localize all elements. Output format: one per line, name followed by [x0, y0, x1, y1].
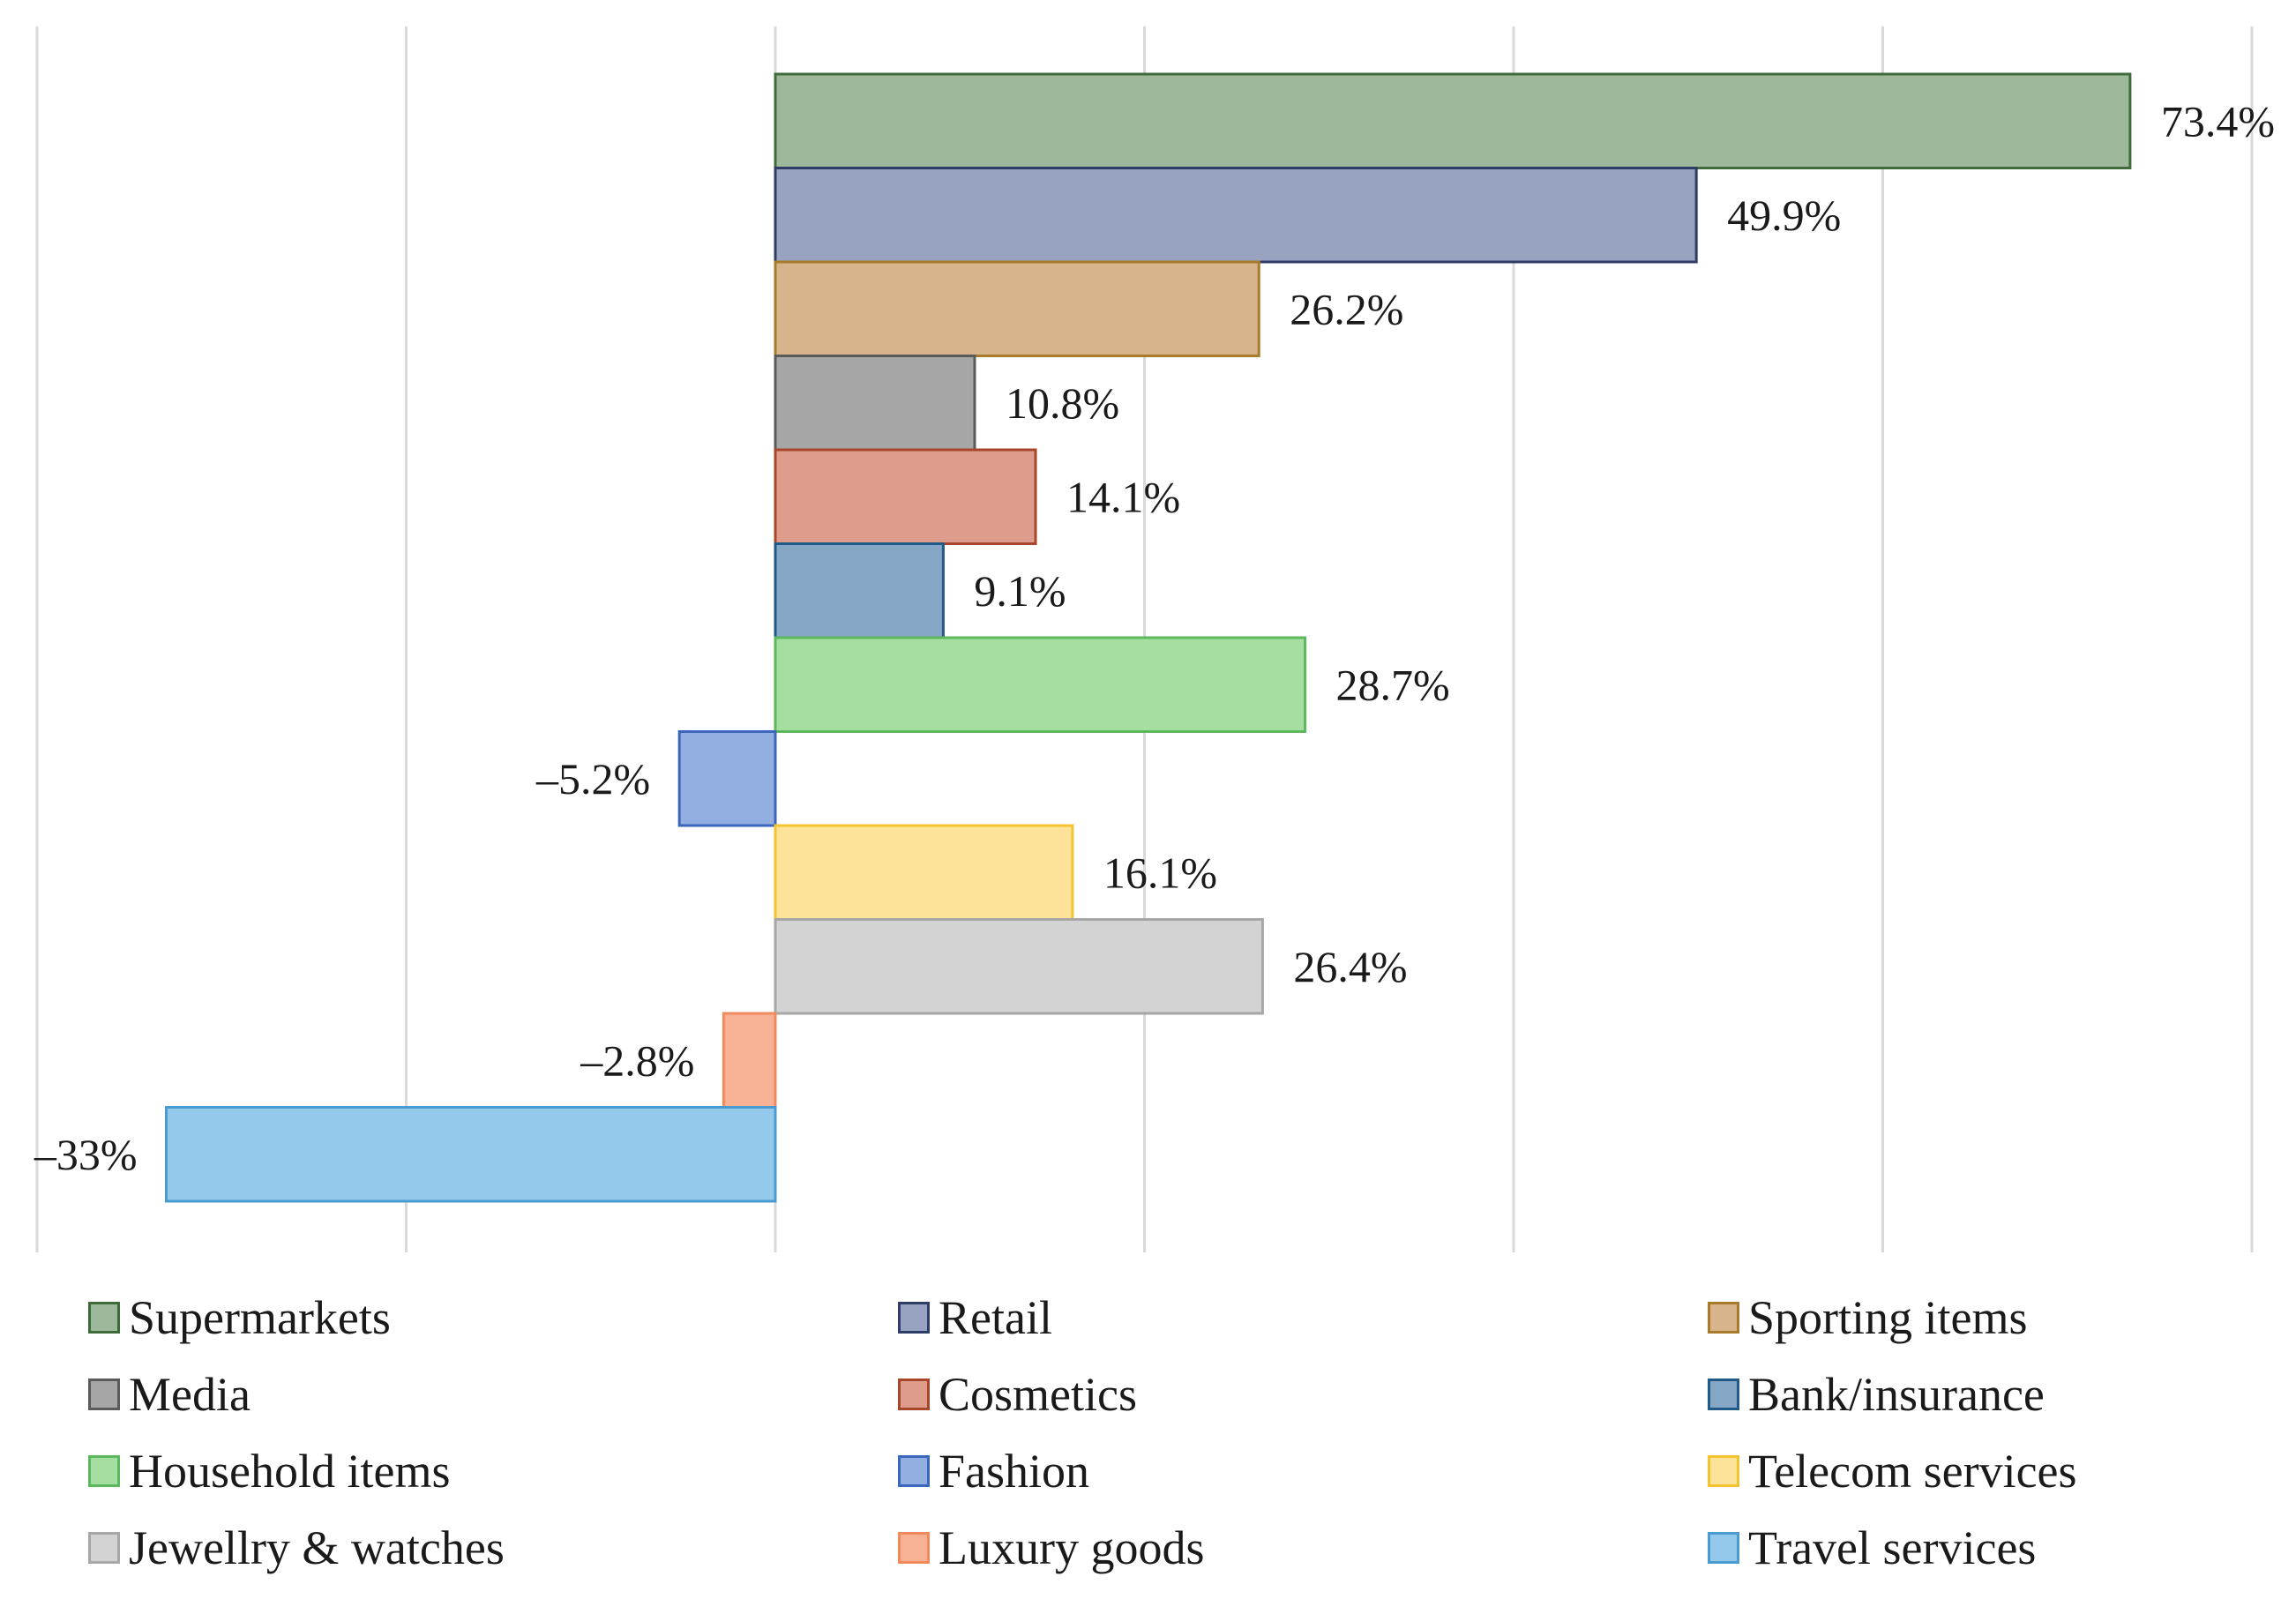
legend-label: Fashion: [939, 1444, 1090, 1498]
legend-item-jewellry-watches: Jewellry & watches: [88, 1509, 898, 1586]
legend-label: Jewellry & watches: [129, 1521, 505, 1574]
legend-item-retail: Retail: [898, 1279, 1708, 1356]
legend-swatch: [898, 1378, 930, 1410]
legend-item-fashion: Fashion: [898, 1432, 1708, 1509]
legend-label: Supermarkets: [129, 1290, 391, 1344]
data-label-fashion: –5.2%: [535, 754, 650, 803]
legend-item-luxury-goods: Luxury goods: [898, 1509, 1708, 1586]
legend-item-supermarkets: Supermarkets: [88, 1279, 898, 1356]
plot-area: 73.4% 49.9% 26.2% 10.8% 14.1%9.1% 28.7% –5.2% 1…: [34, 26, 2275, 1252]
data-label-media: 10.8%: [1006, 378, 1119, 428]
legend-item-travel-services: Travel services: [1708, 1509, 2276, 1586]
bar-media: [774, 355, 976, 452]
bar-cosmetics: [774, 448, 1037, 545]
legend-label: Travel services: [1748, 1521, 2037, 1574]
data-labels: 73.4% 49.9% 26.2% 10.8% 14.1%9.1% 28.7% –5.2% 1…: [34, 96, 2275, 1179]
bar-supermarkets: [774, 72, 2132, 169]
legend-label: Luxury goods: [939, 1521, 1205, 1574]
bar-retail: [774, 167, 1698, 264]
legend-item-sporting-items: Sporting items: [1708, 1279, 2276, 1356]
legend-label: Media: [129, 1367, 251, 1421]
legend-swatch: [1708, 1531, 1739, 1564]
bar-telecom-services: [774, 824, 1074, 921]
bar-luxury-goods: [722, 1012, 777, 1109]
bar-travel-services: [164, 1106, 777, 1203]
legend-swatch: [898, 1301, 930, 1334]
data-label-telecom-services: 16.1%: [1103, 848, 1217, 897]
legend-swatch: [88, 1301, 120, 1334]
data-label-household-items: 28.7%: [1336, 660, 1450, 709]
bar-bank-insurance: [774, 542, 945, 639]
bar-fashion: [677, 730, 777, 827]
data-label-retail: 49.9%: [1727, 191, 1841, 240]
bar-jewellry-watches: [774, 918, 1264, 1015]
bars: [164, 72, 2132, 1203]
legend: Supermarkets Retail Sporting items Media Cos…: [88, 1279, 2276, 1588]
legend-item-household-items: Household items: [88, 1432, 898, 1509]
legend-item-cosmetics: Cosmetics: [898, 1356, 1708, 1432]
legend-label: Bank/insurance: [1748, 1367, 2045, 1421]
data-label-cosmetics: 14.1%: [1066, 472, 1180, 521]
bar-sporting-items: [774, 260, 1260, 357]
legend-label: Retail: [939, 1290, 1052, 1344]
data-label-luxury-goods: –2.8%: [580, 1035, 694, 1085]
legend-label: Cosmetics: [939, 1367, 1137, 1421]
data-label-jewellry-watches: 26.4%: [1293, 942, 1407, 991]
legend-item-media: Media: [88, 1356, 898, 1432]
data-label-sporting-items: 26.2%: [1290, 284, 1403, 333]
legend-swatch: [88, 1454, 120, 1487]
legend-label: Telecom services: [1748, 1444, 2077, 1498]
legend-item-telecom-services: Telecom services: [1708, 1432, 2276, 1509]
legend-label: Sporting items: [1748, 1290, 2028, 1344]
legend-swatch: [1708, 1301, 1739, 1334]
legend-swatch: [1708, 1378, 1739, 1410]
legend-swatch: [898, 1531, 930, 1564]
legend-swatch: [1708, 1454, 1739, 1487]
bar-household-items: [774, 636, 1307, 733]
legend-swatch: [898, 1454, 930, 1487]
data-label-travel-services: –33%: [34, 1130, 138, 1179]
data-label-bank-insurance: 9.1%: [974, 566, 1066, 616]
legend-swatch: [88, 1378, 120, 1410]
data-label-supermarkets: 73.4%: [2161, 96, 2275, 146]
legend-swatch: [88, 1531, 120, 1564]
legend-item-bank-insurance: Bank/insurance: [1708, 1356, 2276, 1432]
legend-label: Household items: [129, 1444, 451, 1498]
